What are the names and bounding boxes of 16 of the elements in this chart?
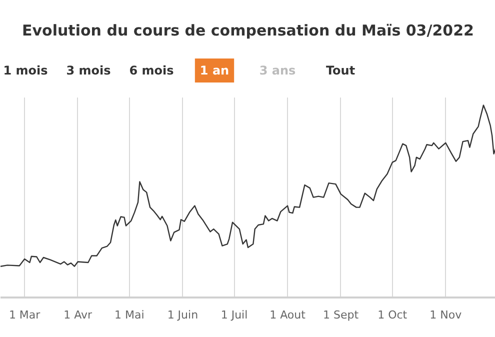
text: 1 mois: [3, 64, 48, 78]
text: 3 ans: [259, 64, 296, 78]
x-tick-label: 1 Juin: [167, 308, 198, 322]
text: 3 mois: [66, 64, 111, 78]
x-tick-label: 1 Nov: [430, 308, 462, 322]
x-tick-label: 1 Mai: [114, 308, 144, 322]
x-tick-label: 1 Aout: [270, 308, 306, 322]
x-tick-label: 1 Oct: [378, 308, 408, 322]
x-tick-label: 1 Mar: [8, 308, 41, 322]
chart-title: Evolution du cours de compensation du Maïs 03/2022: [22, 22, 474, 40]
text: 6 mois: [129, 64, 174, 78]
text: Tout: [326, 64, 356, 78]
text: 1 an: [200, 64, 230, 78]
x-tick-label: 1 Juil: [220, 308, 248, 322]
x-tick-label: 1 Sept: [323, 308, 360, 322]
x-tick-label: 1 Avr: [64, 308, 93, 322]
